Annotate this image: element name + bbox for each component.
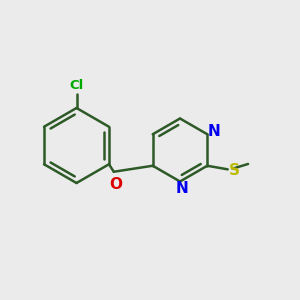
Text: O: O [109, 177, 122, 192]
Text: S: S [229, 163, 240, 178]
Text: Cl: Cl [69, 79, 84, 92]
Text: N: N [176, 181, 189, 196]
Text: N: N [208, 124, 220, 139]
